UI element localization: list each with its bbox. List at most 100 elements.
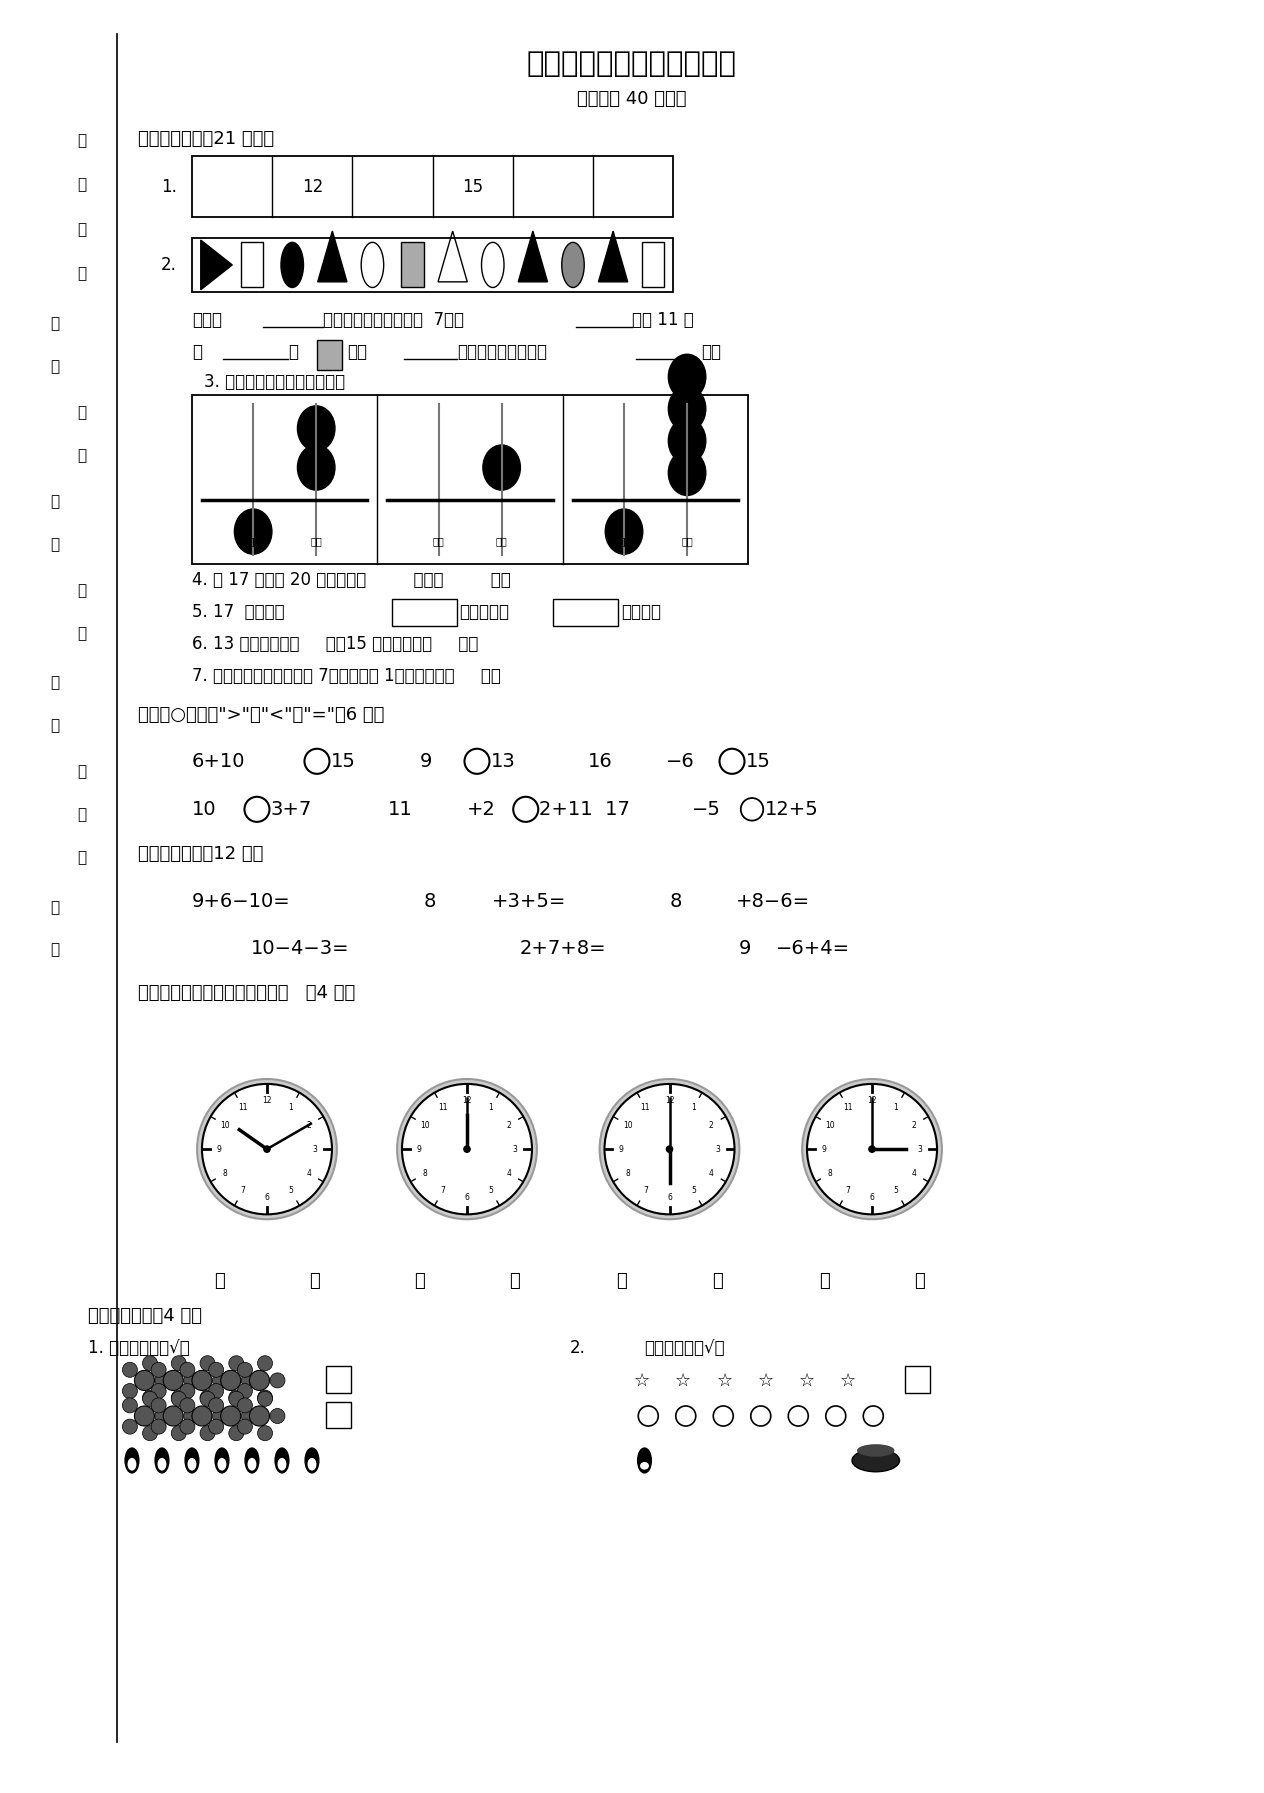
Ellipse shape: [171, 1391, 186, 1406]
Text: 10: 10: [825, 1121, 836, 1130]
Text: （: （: [617, 1271, 627, 1289]
Ellipse shape: [123, 1384, 138, 1399]
Text: 个位: 个位: [681, 536, 693, 545]
Ellipse shape: [669, 355, 705, 400]
Text: 2: 2: [507, 1121, 511, 1130]
Ellipse shape: [561, 242, 584, 287]
Ellipse shape: [163, 1370, 183, 1390]
Text: 12: 12: [262, 1096, 272, 1104]
Ellipse shape: [229, 1356, 244, 1372]
Text: ☆: ☆: [757, 1372, 774, 1390]
Text: 4: 4: [306, 1169, 311, 1178]
Text: 6: 6: [870, 1192, 875, 1201]
Ellipse shape: [669, 418, 705, 463]
Text: 11: 11: [843, 1103, 853, 1112]
Text: （: （: [415, 1271, 425, 1289]
Text: 5: 5: [691, 1187, 696, 1196]
Ellipse shape: [125, 1449, 139, 1472]
Text: 10: 10: [623, 1121, 633, 1130]
Text: 4: 4: [709, 1169, 714, 1178]
Text: 11: 11: [439, 1103, 447, 1112]
Bar: [192, 238, 674, 292]
Ellipse shape: [152, 1363, 166, 1377]
Ellipse shape: [128, 1458, 135, 1470]
Text: 班: 班: [49, 719, 59, 733]
Text: 2: 2: [911, 1121, 916, 1130]
Ellipse shape: [123, 1418, 138, 1434]
Ellipse shape: [238, 1384, 253, 1399]
Text: 2.: 2.: [161, 256, 177, 274]
Ellipse shape: [297, 405, 335, 452]
Text: 一: 一: [77, 133, 86, 147]
Text: 是: 是: [192, 342, 202, 360]
Ellipse shape: [200, 1390, 215, 1406]
Text: 二、在○里填上">"、"<"或"="（6 分）: 二、在○里填上">"、"<"或"="（6 分）: [138, 706, 384, 724]
Text: 10: 10: [192, 800, 216, 819]
Bar: [317, 339, 343, 369]
Text: 一共有: 一共有: [192, 310, 222, 330]
Ellipse shape: [666, 1146, 672, 1153]
Text: 一: 一: [77, 626, 86, 640]
Text: 5. 17  里面有（: 5. 17 里面有（: [192, 602, 284, 620]
Bar: [392, 599, 458, 626]
Text: 十位: 十位: [248, 536, 259, 545]
Ellipse shape: [134, 1406, 154, 1425]
Ellipse shape: [212, 1409, 228, 1424]
Text: 11: 11: [388, 800, 413, 819]
Text: 6+10: 6+10: [192, 751, 245, 771]
Text: 12: 12: [302, 178, 322, 195]
Text: 在少的后面画√。: 在少的后面画√。: [645, 1339, 726, 1357]
Text: 8: 8: [423, 893, 436, 911]
Text: 学: 学: [49, 943, 59, 957]
Text: ）: ）: [712, 1271, 723, 1289]
Ellipse shape: [209, 1399, 224, 1413]
Text: 6: 6: [465, 1192, 469, 1201]
Text: 一: 一: [77, 178, 86, 192]
Polygon shape: [317, 231, 346, 282]
Text: 一: 一: [77, 267, 86, 282]
Ellipse shape: [305, 1449, 319, 1472]
Ellipse shape: [123, 1399, 138, 1413]
Ellipse shape: [155, 1449, 169, 1472]
Text: ）: ）: [509, 1271, 520, 1289]
Text: 1: 1: [489, 1103, 493, 1112]
Text: −5: −5: [691, 800, 720, 819]
Bar: [241, 242, 263, 287]
Ellipse shape: [197, 1079, 336, 1219]
Ellipse shape: [806, 1085, 937, 1214]
Ellipse shape: [276, 1449, 289, 1472]
Text: 一: 一: [77, 850, 86, 864]
Text: 姓: 姓: [49, 359, 59, 373]
Text: 三、算一算。（12 分）: 三、算一算。（12 分）: [138, 845, 264, 862]
Text: 2+11  17: 2+11 17: [540, 800, 631, 819]
Text: 12+5: 12+5: [765, 800, 818, 819]
Text: 7: 7: [643, 1187, 648, 1196]
Ellipse shape: [241, 1373, 257, 1388]
Ellipse shape: [868, 1146, 875, 1153]
Text: 1. 在多的后面画√。: 1. 在多的后面画√。: [88, 1339, 190, 1357]
Text: 10−4−3=: 10−4−3=: [250, 938, 349, 957]
Ellipse shape: [221, 1370, 240, 1390]
Ellipse shape: [270, 1373, 284, 1388]
Ellipse shape: [238, 1363, 253, 1377]
Ellipse shape: [200, 1391, 215, 1406]
Text: 2: 2: [306, 1121, 311, 1130]
Text: 四、写出下面各钟面上的时间。   （4 分）: 四、写出下面各钟面上的时间。 （4 分）: [138, 984, 355, 1002]
Ellipse shape: [163, 1406, 183, 1425]
Ellipse shape: [219, 1458, 226, 1470]
Text: 9: 9: [216, 1144, 221, 1153]
Text: 8: 8: [670, 893, 681, 911]
Ellipse shape: [143, 1391, 158, 1406]
Bar: [326, 1402, 350, 1429]
Text: 5: 5: [894, 1187, 899, 1196]
Text: 1: 1: [894, 1103, 899, 1112]
Ellipse shape: [192, 1370, 212, 1390]
Text: 8: 8: [828, 1169, 833, 1178]
Text: 8: 8: [626, 1169, 631, 1178]
Ellipse shape: [185, 1449, 198, 1472]
Ellipse shape: [637, 1449, 651, 1472]
Text: ）个一。: ）个一。: [621, 602, 661, 620]
Text: 7: 7: [440, 1187, 445, 1196]
Text: ）个十，（: ）个十，（: [460, 602, 509, 620]
Ellipse shape: [123, 1363, 138, 1377]
